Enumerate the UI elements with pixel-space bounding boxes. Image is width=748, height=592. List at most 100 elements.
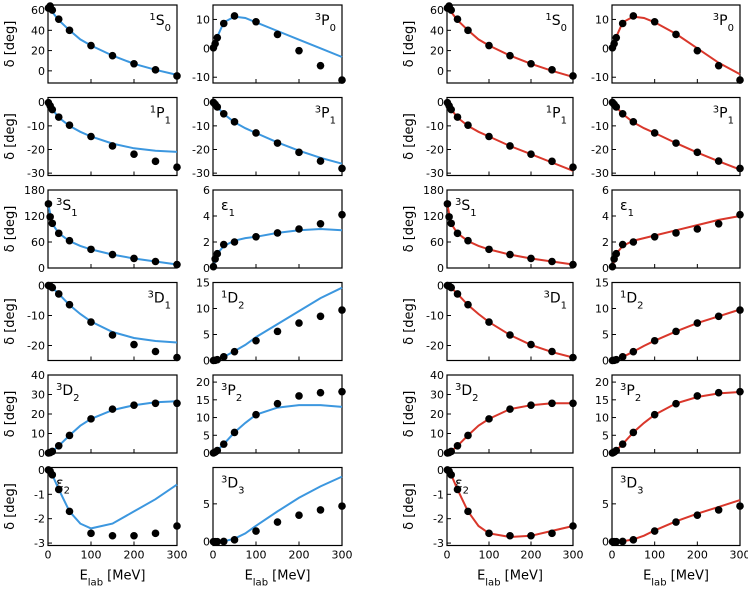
data-point bbox=[173, 260, 181, 269]
y-tick-label: 60 bbox=[31, 4, 45, 17]
data-point bbox=[130, 254, 138, 263]
data-point bbox=[213, 446, 222, 455]
panel-label: 3P1 bbox=[713, 104, 734, 126]
data-point bbox=[338, 387, 346, 396]
data-point bbox=[447, 6, 456, 14]
data-point bbox=[108, 405, 117, 413]
plot-frame bbox=[611, 281, 741, 362]
data-point bbox=[295, 46, 303, 55]
data-point bbox=[650, 17, 659, 26]
main-text: D bbox=[62, 383, 73, 399]
y-tick-label: -10 bbox=[591, 71, 609, 84]
fit-curve bbox=[212, 404, 343, 454]
data-point bbox=[219, 110, 228, 118]
panel: -30 -20 -10 0 3P1 bbox=[192, 96, 346, 180]
data-point bbox=[548, 157, 556, 166]
panel: 0 10 20 30 40 δ [deg] 3D2 bbox=[402, 369, 577, 460]
subscript: 2 bbox=[238, 300, 244, 311]
data-point bbox=[672, 30, 680, 39]
x-tick-label: 100 bbox=[644, 549, 665, 562]
panel: 0 5 10 15 20 3P2 bbox=[196, 374, 346, 460]
data-point bbox=[211, 39, 219, 48]
data-point bbox=[173, 522, 181, 530]
y-tick-label: 0 bbox=[203, 536, 210, 549]
y-tick-label: -1 bbox=[34, 488, 45, 501]
plot-frame bbox=[47, 96, 178, 177]
superscript: 3 bbox=[147, 289, 153, 300]
y-tick-label: -20 bbox=[192, 144, 210, 157]
data-point bbox=[230, 118, 239, 126]
y-tick-label: 15 bbox=[196, 394, 210, 407]
y-tick-label: 60 bbox=[430, 236, 444, 249]
y-tick-label: 20 bbox=[31, 45, 45, 58]
y-tick-label: 15 bbox=[196, 277, 210, 290]
plot-frame bbox=[212, 281, 343, 362]
superscript: 3 bbox=[713, 104, 719, 115]
subscript: 3 bbox=[238, 485, 244, 496]
y-axis-label: δ [deg] bbox=[3, 21, 18, 68]
x-axis-label: Elab [MeV] bbox=[643, 569, 709, 589]
data-point bbox=[485, 318, 493, 326]
data-point bbox=[693, 319, 702, 327]
data-point bbox=[464, 121, 472, 129]
panel-label: 3D3 bbox=[620, 474, 644, 496]
panel-label: 1P1 bbox=[150, 104, 171, 126]
data-point bbox=[65, 121, 74, 129]
panel-label: 3D3 bbox=[221, 474, 245, 496]
y-tick-label: 10 bbox=[595, 303, 609, 316]
data-point bbox=[443, 200, 452, 208]
subscript: 1 bbox=[728, 115, 734, 126]
y-tick-label: 2 bbox=[203, 236, 210, 249]
data-point bbox=[453, 15, 462, 23]
subscript: 0 bbox=[728, 23, 734, 34]
y-tick-label: 0 bbox=[437, 447, 444, 460]
data-point bbox=[736, 76, 744, 84]
y-tick-label: 0 bbox=[602, 355, 609, 368]
panel-label: 3P0 bbox=[713, 12, 734, 34]
plot-frame bbox=[446, 189, 574, 269]
plot-frame bbox=[446, 4, 574, 84]
data-point bbox=[295, 511, 303, 520]
data-point bbox=[693, 511, 702, 520]
panel-label: ε1 bbox=[221, 198, 235, 219]
y-tick-label: -10 bbox=[192, 120, 210, 133]
data-point bbox=[485, 245, 493, 254]
data-point bbox=[252, 527, 260, 535]
subscript: lab bbox=[253, 577, 268, 588]
y-tick-label: -10 bbox=[27, 310, 45, 323]
y-tick-label: 0 bbox=[437, 280, 444, 293]
subscript: 1 bbox=[165, 300, 171, 311]
data-point bbox=[108, 51, 117, 60]
y-tick-label: 5 bbox=[203, 429, 210, 442]
y-tick-label: -30 bbox=[426, 167, 444, 180]
data-point bbox=[295, 392, 303, 400]
x-tick-label: 0 bbox=[444, 549, 451, 562]
data-point bbox=[48, 283, 57, 292]
x-tick-label: 300 bbox=[332, 549, 353, 562]
panel: -20 -10 0 δ [deg] 3D1 bbox=[3, 280, 181, 362]
y-tick-label: 40 bbox=[430, 24, 444, 37]
x-tick-label: 100 bbox=[81, 549, 102, 562]
y-tick-label: -20 bbox=[426, 144, 444, 157]
data-point bbox=[151, 66, 160, 74]
y-tick-label: 5 bbox=[602, 429, 609, 442]
x-tick-label: 100 bbox=[479, 549, 500, 562]
data-point bbox=[273, 399, 282, 408]
data-point bbox=[612, 33, 621, 42]
panel-label: 3P1 bbox=[315, 104, 336, 126]
data-point bbox=[736, 502, 744, 510]
data-point bbox=[714, 506, 723, 514]
plot-frame bbox=[47, 189, 178, 269]
fit-curve bbox=[611, 215, 741, 269]
x-tick-label: 200 bbox=[521, 549, 542, 562]
panel-label: 3D1 bbox=[543, 289, 567, 311]
x-tick-label: 0 bbox=[45, 549, 52, 562]
y-tick-label: 60 bbox=[31, 236, 45, 249]
data-point bbox=[736, 164, 744, 173]
main-text: ε bbox=[455, 476, 463, 492]
data-point bbox=[650, 336, 659, 345]
